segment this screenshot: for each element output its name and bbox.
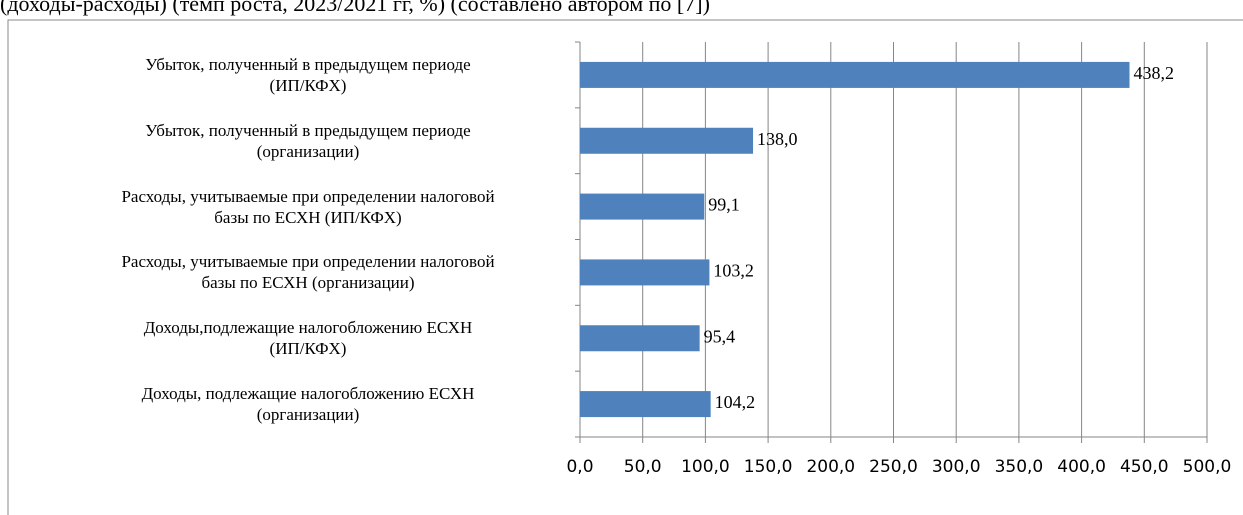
category-label: Расходы, учитываемые при определении нал… (121, 252, 495, 293)
category-label: Убыток, полученный в предыдущем периоде … (145, 120, 471, 161)
bar (580, 325, 700, 352)
x-tick-label: 50,0 (624, 457, 662, 477)
data-label: 138,0 (757, 129, 798, 149)
x-tick-label: 400,0 (1057, 457, 1106, 477)
bar (580, 391, 711, 418)
data-label: 99,1 (708, 195, 740, 215)
category-label: Доходы,подлежащие налогобложению ЕСХН (И… (143, 318, 473, 359)
bar (580, 127, 754, 154)
bar (580, 61, 1130, 88)
x-tick-label: 250,0 (869, 457, 918, 477)
x-tick-label: 0,0 (566, 457, 593, 477)
data-label: 95,4 (704, 326, 736, 346)
caption: (доходы-расходы) (темп роста, 2023/2021 … (0, 0, 710, 16)
x-tick-label: 300,0 (932, 457, 981, 477)
category-label: Расходы, учитываемые при определении нал… (121, 186, 495, 227)
x-tick-label: 150,0 (744, 457, 793, 477)
category-label: Убыток, полученный в предыдущем периоде … (145, 54, 471, 95)
x-tick-label: 350,0 (995, 457, 1044, 477)
bar (580, 193, 705, 220)
x-tick-label: 450,0 (1120, 457, 1169, 477)
x-tick-label: 100,0 (681, 457, 730, 477)
data-label: 104,2 (715, 392, 756, 412)
data-label: 103,2 (713, 261, 754, 281)
data-label: 438,2 (1134, 63, 1175, 83)
category-label: Доходы, подлежащие налогобложению ЕСХН (… (141, 384, 475, 425)
x-tick-label: 500,0 (1183, 457, 1232, 477)
frame (7, 19, 1243, 515)
bar (580, 259, 710, 286)
x-tick-label: 200,0 (806, 457, 855, 477)
